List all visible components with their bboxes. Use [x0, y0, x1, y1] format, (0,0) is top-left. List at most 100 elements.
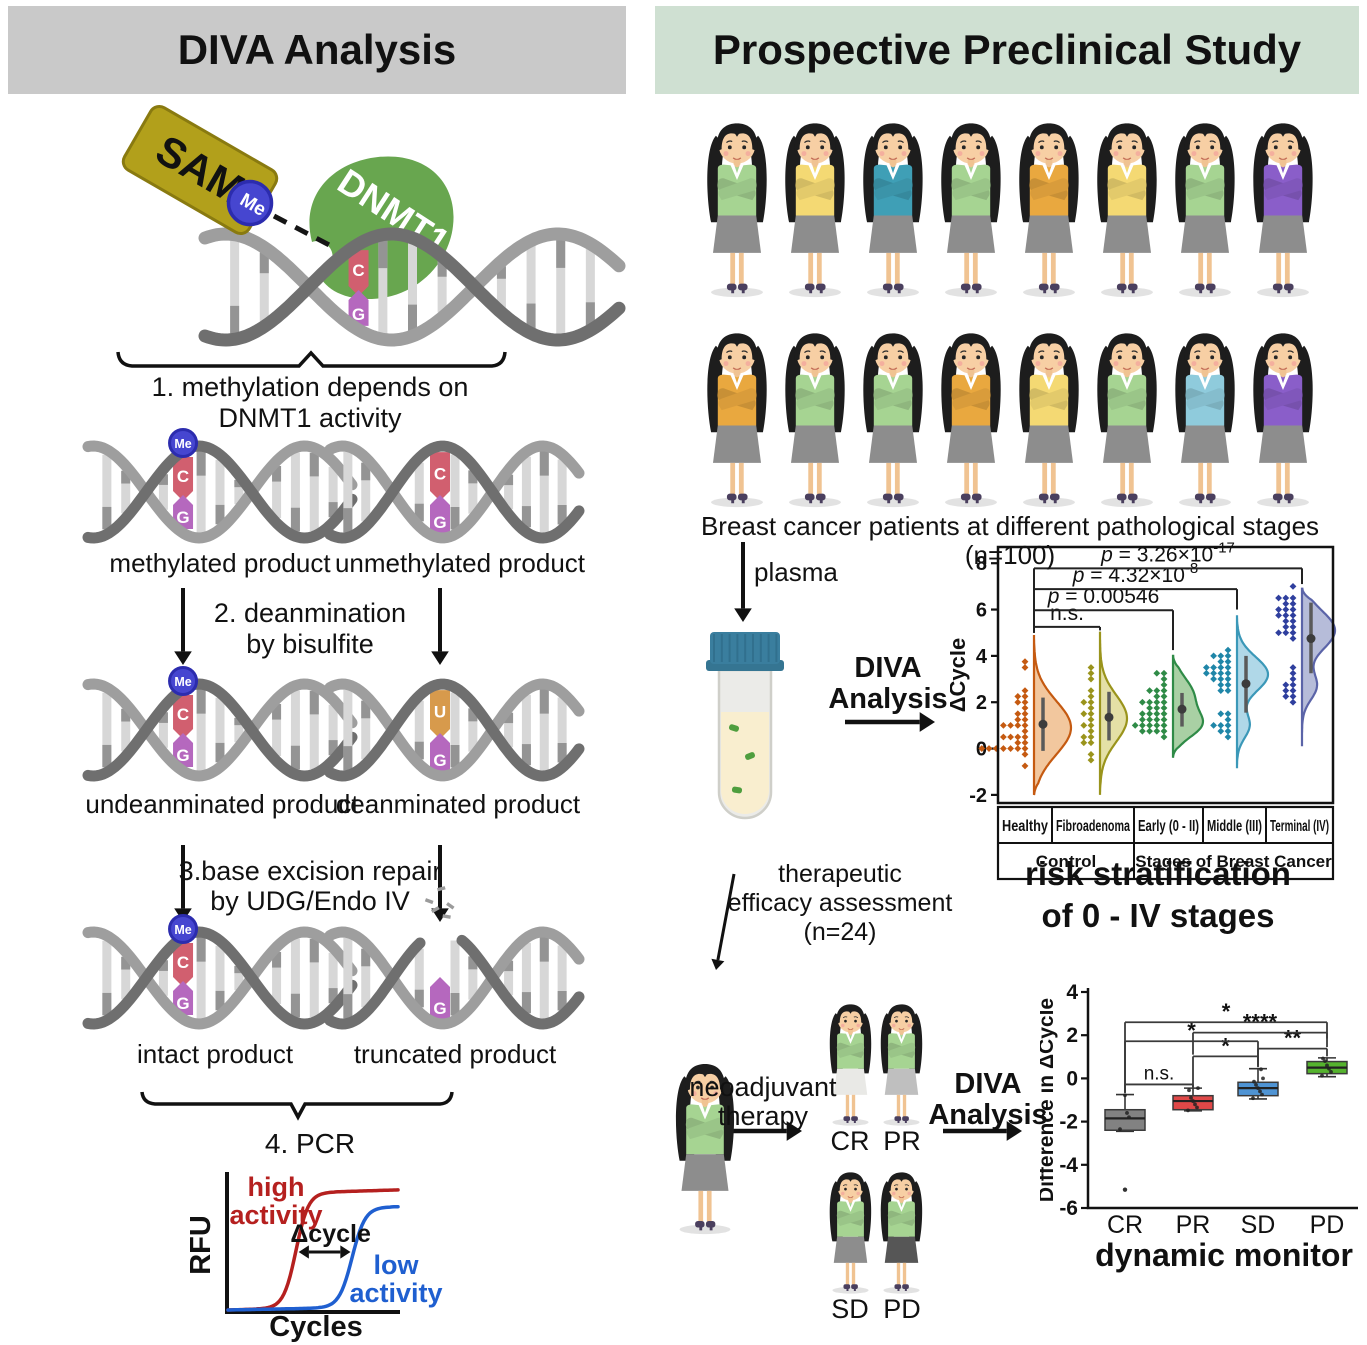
- cytosine-base: [173, 457, 194, 501]
- dna-truncated: G: [324, 886, 585, 1030]
- svg-text:-6: -6: [1059, 1197, 1078, 1220]
- svg-text:Middle (III): Middle (III): [1207, 818, 1262, 835]
- guanine-base: [173, 495, 194, 529]
- pcr-ylabel: RFU: [185, 1215, 217, 1275]
- pcr-xlabel: Cycles: [269, 1311, 363, 1343]
- undeanminated-product-label: undeanminated product: [85, 789, 359, 819]
- violin-0: [978, 635, 1073, 796]
- violin-2: [1131, 654, 1205, 758]
- brace-step1: [116, 350, 507, 368]
- patient-row2-1: [707, 333, 767, 508]
- svg-text:G: G: [433, 513, 446, 532]
- svg-text:Early (0 - II): Early (0 - II): [1138, 818, 1199, 835]
- svg-text:activity: activity: [349, 1278, 442, 1308]
- svg-text:PD: PD: [1310, 1211, 1345, 1239]
- svg-text:SD: SD: [1241, 1211, 1276, 1239]
- box-pd: [1306, 1056, 1348, 1078]
- svg-text:n.s.: n.s.: [1144, 1063, 1175, 1084]
- patient-response-cr: [829, 1004, 871, 1126]
- cytosine-base: [348, 250, 369, 296]
- guanine-base: [173, 733, 194, 767]
- step2-label-line2: by bisulfite: [246, 629, 374, 659]
- response-label-pd: PD: [883, 1294, 921, 1324]
- step3-label-line2: by UDG/Endo IV: [210, 886, 410, 916]
- violin-significance-2: p = 4.32×10-8: [1033, 560, 1238, 633]
- svg-text:**: **: [1284, 1026, 1302, 1051]
- methyl-group: Me: [168, 428, 199, 459]
- assessment-label-line3: (n=24): [803, 918, 877, 946]
- dna-deanminated: UG: [324, 678, 585, 782]
- brace-step4: [140, 1091, 454, 1121]
- svg-text:Me: Me: [174, 923, 191, 937]
- svg-text:8: 8: [976, 553, 987, 575]
- svg-text:C: C: [352, 261, 364, 280]
- patient-single: [675, 1063, 735, 1235]
- truncated-product-label: truncated product: [353, 1039, 557, 1069]
- guanine-base: [430, 733, 450, 772]
- svg-text:*: *: [1222, 999, 1231, 1024]
- svg-text:p = 4.32×10-8: p = 4.32×10-8: [1072, 560, 1198, 587]
- patient-row2-3: [863, 333, 923, 508]
- patient-row2-5: [1019, 333, 1079, 508]
- neoadjuvant-label-line2: therapy: [717, 1101, 809, 1131]
- svg-text:Fibroadenoma: Fibroadenoma: [1056, 818, 1130, 835]
- patient-row1-2: [785, 123, 845, 298]
- cfdna-fleck: [728, 724, 740, 732]
- svg-text:n.s.: n.s.: [1050, 602, 1084, 625]
- box-significance-5: *: [1124, 999, 1328, 1092]
- cytosine-base: [173, 695, 194, 739]
- svg-text:4: 4: [1066, 981, 1078, 1004]
- patient-row1-4: [941, 123, 1001, 298]
- svg-text:2: 2: [976, 692, 987, 714]
- patient-row2-7: [1175, 333, 1235, 508]
- box-sd: [1237, 1067, 1279, 1101]
- patient-row1-5: [1019, 123, 1079, 298]
- guanine-base: [430, 977, 450, 1020]
- svg-text:G: G: [176, 994, 189, 1013]
- step4-label: 4. PCR: [264, 1128, 356, 1159]
- box-ylabel: Difference in ΔCycle: [1040, 998, 1058, 1202]
- uracil-base: [430, 690, 450, 739]
- delta-cycle-annotation: Δcycle: [290, 1220, 371, 1248]
- guanine-base: [430, 495, 450, 534]
- svg-text:G: G: [433, 751, 446, 770]
- diva-analysis-label-2-line2: Analysis: [928, 1099, 1048, 1131]
- risk-stratification-title-line2: of 0 - IV stages: [1041, 897, 1275, 934]
- svg-text:2: 2: [1066, 1024, 1078, 1047]
- violin-3: [1203, 615, 1270, 769]
- svg-text:Stages of Breast Cancer: Stages of Breast Cancer: [1135, 852, 1332, 871]
- svg-text:4: 4: [976, 646, 988, 668]
- patient-row1-3: [863, 123, 923, 298]
- assessment-label-line1: therapeutic: [778, 860, 902, 888]
- svg-text:Control: Control: [1036, 852, 1096, 871]
- step1-label-line2: DNMT1 activity: [218, 403, 402, 433]
- patient-response-pr: [880, 1004, 922, 1126]
- svg-text:-2: -2: [969, 785, 987, 807]
- svg-text:0: 0: [1066, 1067, 1078, 1090]
- svg-text:low: low: [374, 1250, 420, 1280]
- patient-row2-8: [1253, 333, 1313, 508]
- patient-row2-2: [785, 333, 845, 508]
- svg-text:p = 3.26×10-17: p = 3.26×10-17: [1100, 539, 1235, 566]
- risk-stratification-title-line1: risk stratification: [1025, 855, 1291, 892]
- step3-label-line1: 3.base excision repair: [178, 856, 442, 886]
- methyl-group: Me: [168, 914, 199, 945]
- assessment-label-line2: efficacy assessment: [727, 889, 953, 917]
- patients-caption: Breast cancer patients at different path…: [700, 511, 1320, 571]
- box-cr: [1104, 1093, 1146, 1192]
- methylated-product-label: methylated product: [109, 548, 331, 578]
- svg-text:high: high: [248, 1172, 305, 1202]
- violin-significance-3: p = 3.26×10-17: [1033, 539, 1303, 633]
- box-pr: [1172, 1086, 1214, 1113]
- patient-row1-7: [1175, 123, 1235, 298]
- violin-ylabel: ΔCycle: [950, 638, 970, 713]
- diva-analysis-label-2-line1: DIVA: [954, 1068, 1022, 1100]
- patient-row1-6: [1097, 123, 1157, 298]
- guanine-base: [348, 290, 369, 326]
- svg-text:G: G: [176, 746, 189, 765]
- svg-text:CR: CR: [1107, 1211, 1143, 1239]
- svg-text:PR: PR: [1176, 1211, 1211, 1239]
- dna-unmethylated: CG: [324, 440, 585, 544]
